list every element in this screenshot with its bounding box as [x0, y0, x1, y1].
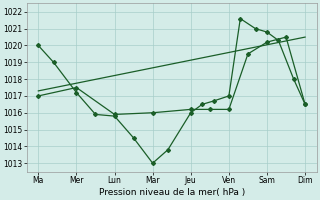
X-axis label: Pression niveau de la mer( hPa ): Pression niveau de la mer( hPa ) [99, 188, 245, 197]
